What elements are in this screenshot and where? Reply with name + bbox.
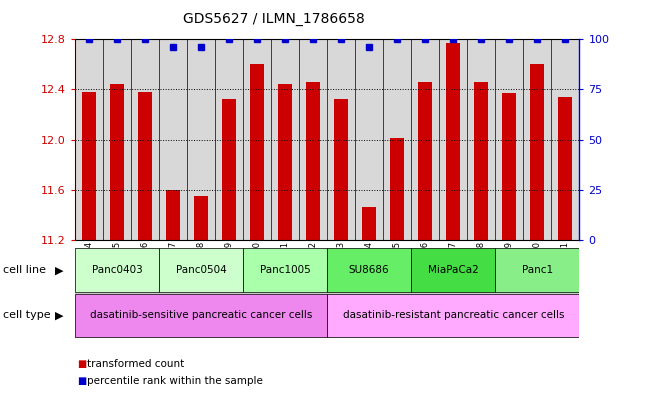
Bar [475, 82, 488, 240]
Bar [103, 39, 131, 240]
Text: cell type: cell type [3, 310, 51, 320]
Text: ▶: ▶ [55, 310, 64, 320]
Bar [334, 99, 348, 240]
Bar [299, 39, 327, 240]
Bar [166, 189, 180, 240]
Bar [327, 294, 579, 337]
Text: percentile rank within the sample: percentile rank within the sample [87, 376, 262, 386]
Bar [159, 39, 187, 240]
Bar [250, 64, 264, 240]
Bar [131, 39, 159, 240]
Bar [411, 39, 439, 240]
Bar [503, 93, 516, 240]
Bar [110, 84, 124, 240]
Bar [355, 39, 383, 240]
Bar [187, 39, 215, 240]
Bar [362, 207, 376, 240]
Text: dasatinib-sensitive pancreatic cancer cells: dasatinib-sensitive pancreatic cancer ce… [90, 310, 312, 320]
Text: Panc0504: Panc0504 [176, 265, 227, 275]
Bar [138, 92, 152, 240]
Bar [327, 248, 411, 292]
Bar [495, 248, 579, 292]
Bar [390, 138, 404, 240]
Text: transformed count: transformed count [87, 358, 184, 369]
Bar [446, 43, 460, 240]
Bar [215, 39, 243, 240]
Bar [439, 39, 467, 240]
Bar [467, 39, 495, 240]
Bar [159, 248, 243, 292]
Text: Panc1005: Panc1005 [260, 265, 311, 275]
Bar [271, 39, 299, 240]
Text: GDS5627 / ILMN_1786658: GDS5627 / ILMN_1786658 [182, 12, 365, 26]
Text: SU8686: SU8686 [349, 265, 389, 275]
Bar [75, 294, 327, 337]
Bar [418, 82, 432, 240]
Text: dasatinib-resistant pancreatic cancer cells: dasatinib-resistant pancreatic cancer ce… [342, 310, 564, 320]
Bar [411, 248, 495, 292]
Text: ■: ■ [77, 358, 86, 369]
Bar [306, 82, 320, 240]
Bar [495, 39, 523, 240]
Bar [82, 92, 96, 240]
Text: Panc0403: Panc0403 [92, 265, 143, 275]
Bar [75, 39, 103, 240]
Text: ■: ■ [77, 376, 86, 386]
Bar [559, 97, 572, 240]
Text: MiaPaCa2: MiaPaCa2 [428, 265, 478, 275]
Bar [194, 196, 208, 240]
Bar [75, 248, 159, 292]
Bar [327, 39, 355, 240]
Bar [523, 39, 551, 240]
Bar [222, 99, 236, 240]
Bar [243, 39, 271, 240]
Bar [531, 64, 544, 240]
Text: ▶: ▶ [55, 265, 64, 275]
Bar [243, 248, 327, 292]
Text: cell line: cell line [3, 265, 46, 275]
Bar [383, 39, 411, 240]
Bar [278, 84, 292, 240]
Text: Panc1: Panc1 [522, 265, 553, 275]
Bar [551, 39, 579, 240]
